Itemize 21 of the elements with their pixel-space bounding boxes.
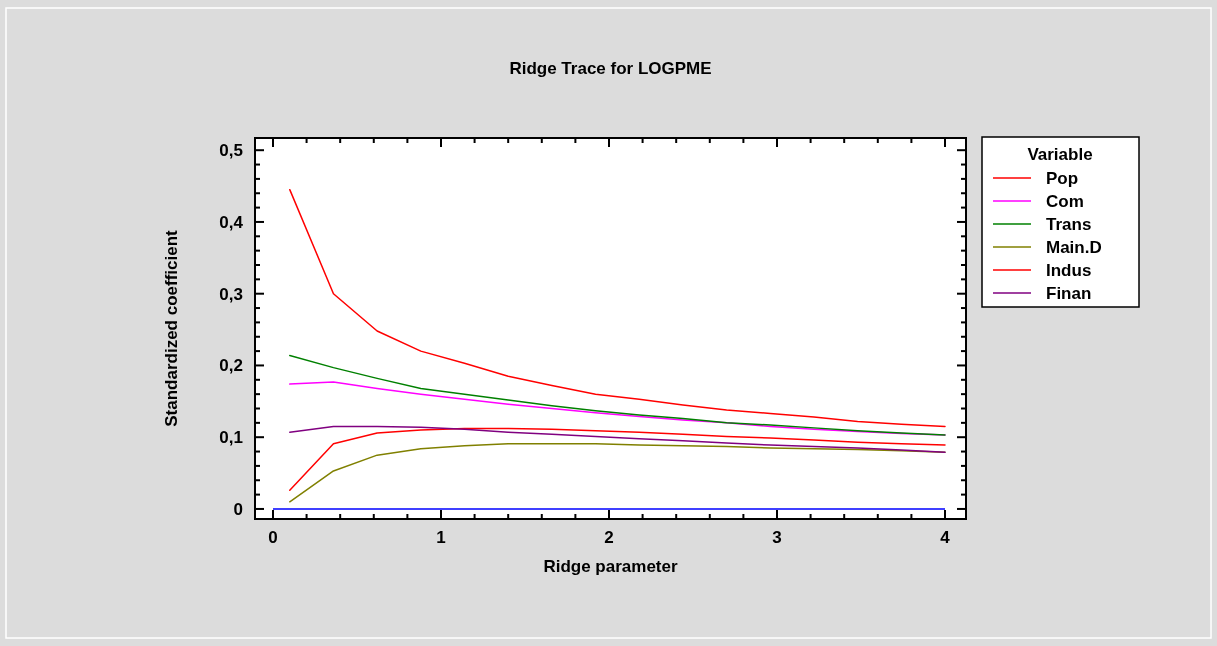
y-tick-label: 0,4	[219, 212, 244, 232]
legend-label: Trans	[1046, 215, 1092, 234]
y-tick-label: 0,2	[219, 356, 243, 376]
legend-label: Main.D	[1046, 238, 1102, 257]
legend-label: Pop	[1046, 169, 1079, 188]
legend-label: Com	[1046, 192, 1084, 211]
y-axis-title: Standardized coefficient	[162, 229, 181, 427]
legend-label: Indus	[1046, 261, 1092, 280]
x-tick-label: 2	[604, 528, 614, 547]
y-tick-label: 0,3	[219, 284, 243, 304]
x-tick-label: 0	[268, 528, 278, 547]
legend-title: Variable	[1027, 145, 1093, 164]
y-tick-label: 0	[233, 499, 243, 519]
legend-label: Finan	[1046, 284, 1092, 303]
y-tick-label: 0,1	[219, 428, 243, 448]
chart-title: Ridge Trace for LOGPME	[509, 59, 712, 78]
x-tick-label: 3	[772, 528, 782, 547]
y-tick-label: 0,5	[219, 141, 243, 161]
x-tick-label: 1	[436, 528, 446, 547]
x-axis-title: Ridge parameter	[543, 557, 678, 576]
x-tick-label: 4	[940, 528, 951, 547]
